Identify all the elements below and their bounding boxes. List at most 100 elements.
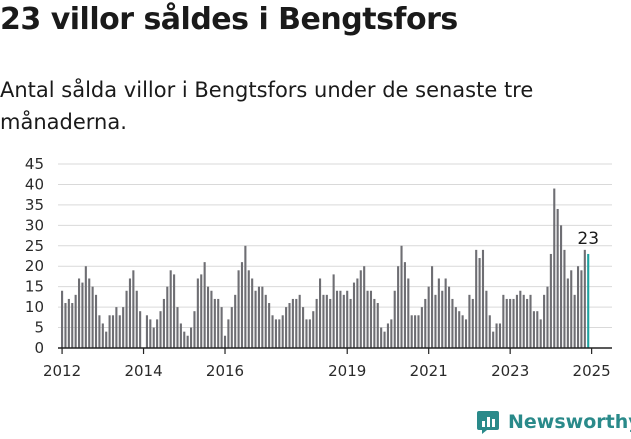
- bar: [152, 327, 155, 348]
- bar: [240, 262, 244, 348]
- bar: [498, 323, 502, 348]
- bar: [319, 278, 322, 348]
- bar: [156, 319, 159, 348]
- bar: [434, 294, 437, 348]
- x-tick-label: 2019: [328, 362, 366, 380]
- bar: [244, 245, 247, 348]
- bar: [380, 327, 383, 348]
- bar: [560, 225, 563, 348]
- bar: [210, 290, 213, 348]
- bar: [546, 286, 549, 348]
- bar: [549, 253, 552, 348]
- bar: [573, 294, 576, 348]
- chart-title: 23 villor såldes i Bengtsfors: [0, 2, 458, 37]
- bar: [132, 270, 135, 348]
- bar: [315, 298, 318, 348]
- bar: [576, 266, 580, 348]
- bar: [400, 245, 403, 348]
- bar: [543, 294, 546, 348]
- bar: [285, 307, 288, 348]
- bar: [291, 298, 294, 348]
- annotation-label: 23: [577, 229, 599, 249]
- y-tick-label: 30: [25, 216, 44, 234]
- bar: [193, 311, 196, 348]
- bar: [454, 307, 457, 348]
- bar: [162, 298, 165, 348]
- bar: [403, 262, 406, 348]
- bar: [173, 274, 176, 348]
- y-tick-label: 25: [25, 237, 44, 255]
- bar: [268, 303, 271, 348]
- bar: [515, 294, 518, 348]
- bar: [553, 188, 556, 348]
- y-tick-label: 20: [25, 257, 44, 275]
- bar: [464, 319, 468, 348]
- bar: [183, 331, 186, 348]
- bar: [478, 258, 481, 348]
- y-tick-label: 5: [34, 319, 44, 337]
- bar: [437, 278, 440, 348]
- bar: [298, 294, 301, 348]
- bar: [495, 323, 498, 348]
- x-tick-label: 2025: [573, 362, 611, 380]
- x-tick-label: 2016: [206, 362, 244, 380]
- bar: [81, 282, 84, 348]
- x-tick-label: 2021: [410, 362, 448, 380]
- bar: [397, 266, 400, 348]
- bar: [115, 307, 118, 348]
- y-tick-label: 0: [34, 339, 44, 357]
- bar: [94, 294, 98, 348]
- bar: [295, 298, 298, 348]
- bar: [122, 307, 125, 348]
- bar: [111, 315, 115, 348]
- bar: [424, 298, 427, 348]
- x-tick-label: 2014: [124, 362, 162, 380]
- bar: [485, 290, 488, 348]
- bar: [84, 266, 87, 348]
- x-tick-label: 2023: [491, 362, 529, 380]
- brand-name: Newsworthy: [508, 411, 631, 433]
- bar: [251, 278, 254, 348]
- bar: [135, 290, 138, 348]
- bar: [74, 294, 77, 348]
- bar: [166, 286, 169, 348]
- bar: [468, 294, 471, 348]
- bar: [88, 278, 91, 348]
- bar: [536, 311, 539, 348]
- bar: [179, 323, 182, 348]
- bar: [149, 319, 152, 348]
- bars: [61, 188, 590, 348]
- bar: [475, 249, 478, 348]
- bar: [322, 294, 325, 348]
- bar: [352, 282, 356, 348]
- bar: [373, 298, 376, 348]
- bar: [108, 315, 111, 348]
- y-axis-labels: 0 5 10 15 20 25 30 35 40 45: [25, 155, 44, 357]
- bar: [356, 278, 359, 348]
- y-tick-label: 15: [25, 278, 44, 296]
- bar: [271, 315, 274, 348]
- bar: [349, 298, 352, 348]
- bar: [532, 311, 535, 348]
- bar: [451, 298, 454, 348]
- bar: [206, 286, 210, 348]
- bar: [247, 270, 250, 348]
- bar: [339, 290, 342, 348]
- bar: [217, 298, 220, 348]
- bar: [570, 270, 573, 348]
- x-axis: 2012 2014 2016 2019 2021 2023 2025: [43, 347, 612, 380]
- bar: [420, 307, 423, 348]
- bar: [91, 286, 94, 348]
- bar: [254, 290, 257, 348]
- bar: [125, 290, 128, 348]
- bar: [393, 290, 396, 348]
- bar: [447, 286, 451, 348]
- bar: [105, 331, 108, 348]
- bar: [186, 335, 189, 348]
- bar: [64, 303, 67, 348]
- bar: [566, 278, 569, 348]
- bar: [471, 298, 474, 348]
- bar: [369, 290, 373, 348]
- bar: [410, 315, 413, 348]
